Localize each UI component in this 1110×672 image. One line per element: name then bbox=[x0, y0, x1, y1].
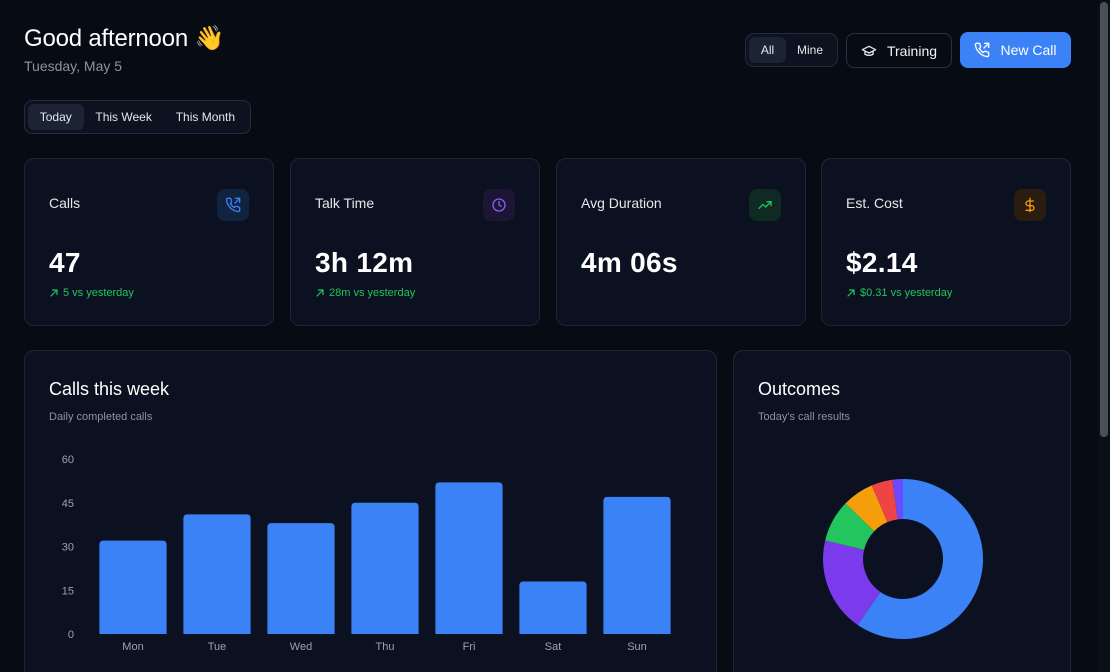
stat-value: $2.14 bbox=[846, 247, 918, 278]
greeting-title: Good afternoon 👋 bbox=[24, 25, 225, 52]
x-tick-label: Mon bbox=[122, 641, 143, 653]
tab-this-week[interactable]: This Week bbox=[95, 110, 152, 124]
bar-wed[interactable] bbox=[267, 523, 335, 634]
clock-icon bbox=[492, 198, 506, 212]
bar-fri[interactable] bbox=[435, 482, 503, 634]
bar-tue[interactable] bbox=[183, 514, 251, 634]
outcomes-donut-chart bbox=[823, 479, 983, 639]
phone-outgoing-icon bbox=[975, 42, 990, 58]
donut-slice-2[interactable] bbox=[825, 503, 875, 550]
donut-slice-5[interactable] bbox=[892, 479, 903, 520]
weekly-calls-panel: Calls this week Daily completed calls 0 1… bbox=[24, 350, 717, 672]
bar-sat[interactable] bbox=[519, 581, 587, 635]
arrow-up-right-icon bbox=[50, 289, 58, 297]
stat-value: 47 bbox=[49, 247, 81, 278]
scope-toggle: All Mine bbox=[745, 33, 838, 67]
x-tick-label: Wed bbox=[290, 641, 312, 653]
scrollbar-thumb[interactable] bbox=[1100, 2, 1108, 437]
graduation-cap-icon bbox=[861, 45, 877, 56]
training-button[interactable]: Training bbox=[846, 33, 952, 68]
training-button-label: Training bbox=[886, 42, 938, 59]
scope-option-all[interactable]: All bbox=[749, 37, 786, 63]
donut-slice-0[interactable] bbox=[857, 479, 983, 639]
arrow-up-right-icon bbox=[316, 289, 324, 297]
y-tick-label: 15 bbox=[62, 585, 74, 597]
tab-today[interactable]: Today bbox=[28, 104, 84, 130]
scope-option-mine[interactable]: Mine bbox=[796, 43, 823, 57]
phone-outgoing-icon bbox=[225, 197, 241, 213]
new-call-button-label: New Call bbox=[1000, 42, 1057, 58]
bar-thu[interactable] bbox=[351, 502, 419, 634]
stat-delta: 28m vs yesterday bbox=[315, 287, 415, 299]
stat-value: 3h 12m bbox=[315, 247, 414, 278]
dollar-icon bbox=[1025, 197, 1035, 213]
stat-label: Talk Time bbox=[315, 195, 375, 211]
bar-mon[interactable] bbox=[99, 540, 167, 634]
x-tick-label: Fri bbox=[463, 641, 476, 653]
stat-icon-box bbox=[1014, 189, 1046, 221]
tab-this-month[interactable]: This Month bbox=[175, 110, 236, 124]
stat-icon-box bbox=[749, 189, 781, 221]
outcomes-panel: Outcomes Today's call results bbox=[733, 350, 1071, 672]
y-tick-label: 0 bbox=[68, 629, 74, 641]
y-tick-label: 30 bbox=[62, 542, 74, 554]
panel-title: Outcomes bbox=[758, 379, 841, 399]
stat-delta: 5 vs yesterday bbox=[49, 287, 134, 299]
stat-delta: $0.31 vs yesterday bbox=[846, 287, 952, 299]
page-scrollbar[interactable] bbox=[1098, 0, 1110, 672]
stat-card-talk-time: Talk Time 3h 12m 28m vs yesterday bbox=[290, 158, 540, 326]
x-tick-label: Tue bbox=[208, 641, 227, 653]
panel-subtitle: Today's call results bbox=[758, 411, 850, 423]
arrow-up-right-icon bbox=[847, 289, 855, 297]
y-tick-label: 45 bbox=[62, 498, 74, 510]
stat-label: Calls bbox=[49, 195, 81, 211]
stat-delta-text: $0.31 vs yesterday bbox=[860, 287, 953, 299]
stat-delta-text: 28m vs yesterday bbox=[329, 287, 416, 299]
bar-sun[interactable] bbox=[603, 496, 671, 634]
stat-card-calls: Calls 47 5 vs yesterday bbox=[24, 158, 274, 326]
stat-delta-text: 5 vs yesterday bbox=[63, 287, 134, 299]
panel-title: Calls this week bbox=[49, 379, 170, 399]
y-tick-label: 60 bbox=[62, 454, 74, 466]
x-tick-label: Thu bbox=[376, 641, 395, 653]
donut-slice-3[interactable] bbox=[845, 485, 888, 532]
weekly-calls-bar-chart: 0 15 30 45 60 Mon Tue Wed Thu Fri Sat Sun bbox=[62, 454, 671, 653]
new-call-button[interactable]: New Call bbox=[960, 32, 1071, 68]
donut-slice-4[interactable] bbox=[871, 479, 898, 523]
stat-label: Est. Cost bbox=[846, 195, 903, 211]
stat-icon-box bbox=[483, 189, 515, 221]
x-tick-label: Sun bbox=[627, 641, 647, 653]
stat-icon-box bbox=[217, 189, 249, 221]
donut-slice-1[interactable] bbox=[823, 540, 881, 625]
stat-card-avg-duration: Avg Duration 4m 06s bbox=[556, 158, 806, 326]
stat-card-est-cost: Est. Cost $2.14 $0.31 vs yesterday bbox=[821, 158, 1071, 326]
date-range-tabs: Today This Week This Month bbox=[24, 100, 251, 134]
current-date: Tuesday, May 5 bbox=[24, 58, 123, 74]
trending-up-icon bbox=[758, 201, 772, 209]
panel-subtitle: Daily completed calls bbox=[49, 411, 153, 423]
stat-value: 4m 06s bbox=[581, 247, 678, 278]
stat-label: Avg Duration bbox=[581, 195, 662, 211]
x-tick-label: Sat bbox=[545, 641, 562, 653]
